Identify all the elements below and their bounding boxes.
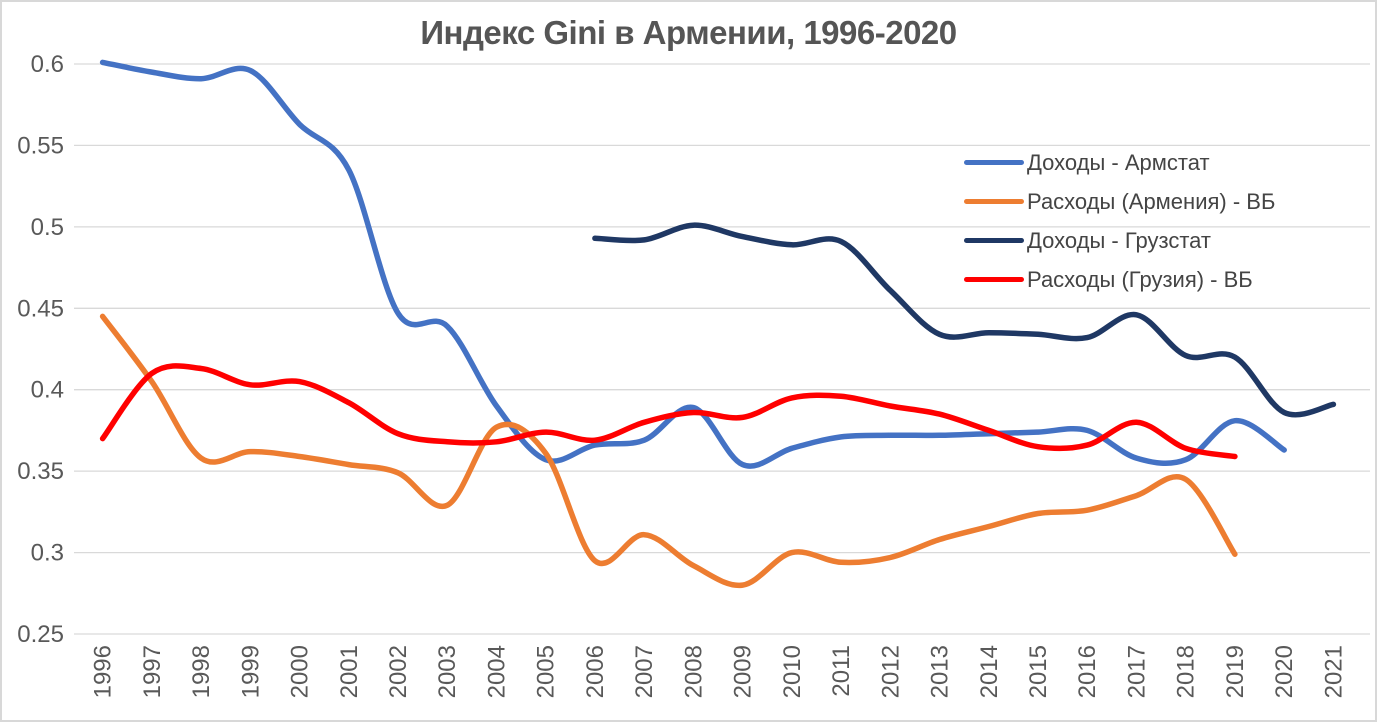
legend-swatch-icon [964, 199, 1024, 204]
legend-label: Расходы (Армения) - ВБ [1027, 188, 1276, 214]
series-line-3 [99, 363, 1238, 460]
y-tick-label: 0.6 [31, 51, 64, 78]
legend-swatch-icon [964, 277, 1024, 282]
series-line-2 [592, 222, 1337, 418]
x-tick-label: 2003 [434, 645, 461, 698]
gridlines [74, 63, 1370, 635]
legend-swatch-icon [964, 238, 1024, 243]
x-tick-label: 2005 [533, 645, 560, 698]
x-tick-label: 2009 [730, 645, 757, 698]
x-tick-label: 2012 [877, 645, 904, 698]
legend-swatch-icon [964, 160, 1024, 165]
legend-label: Доходы - Грузстат [1027, 227, 1212, 253]
legend-item-3: Расходы (Грузия) - ВБ [964, 260, 1275, 299]
x-tick-label: 1999 [237, 645, 264, 698]
legend-label: Доходы - Армстат [1027, 149, 1210, 175]
x-tick-label: 2014 [976, 645, 1003, 698]
x-tick-label: 1997 [139, 645, 166, 698]
y-tick-label: 0.4 [31, 377, 64, 404]
y-tick-label: 0.5 [31, 214, 64, 241]
y-tick-label: 0.25 [17, 621, 64, 648]
x-tick-label: 2019 [1222, 645, 1249, 698]
legend-item-1: Расходы (Армения) - ВБ [964, 182, 1275, 221]
x-tick-label: 2015 [1025, 645, 1052, 698]
y-axis-labels: 0.6 0.55 0.5 0.45 0.4 0.35 0.3 0.25 [17, 51, 64, 648]
x-tick-label: 2004 [484, 645, 511, 698]
x-tick-label: 2013 [927, 645, 954, 698]
legend-item-2: Доходы - Грузстат [964, 221, 1275, 260]
x-tick-label: 2007 [631, 645, 658, 698]
series-line-1 [99, 313, 1238, 588]
legend-item-0: Доходы - Армстат [964, 143, 1275, 182]
x-tick-label: 2000 [287, 645, 314, 698]
y-tick-label: 0.3 [31, 540, 64, 567]
y-tick-label: 0.35 [17, 458, 64, 485]
legend: Доходы - Армстат Расходы (Армения) - ВБ До… [964, 143, 1275, 299]
x-tick-label: 2016 [1074, 645, 1101, 698]
chart-title: Индекс Gini в Армении, 1996-2020 [420, 14, 957, 51]
x-tick-label: 2010 [779, 645, 806, 698]
legend-label: Расходы (Грузия) - ВБ [1027, 266, 1253, 292]
y-tick-label: 0.55 [17, 132, 64, 159]
x-tick-label: 2001 [336, 645, 363, 698]
x-tick-label: 2011 [828, 645, 855, 697]
y-tick-label: 0.45 [17, 295, 64, 322]
x-tick-label: 1998 [188, 645, 215, 698]
x-tick-label: 2008 [680, 645, 707, 698]
x-tick-label: 2017 [1124, 645, 1151, 698]
x-axis-labels: 1996 1997 1998 1999 2000 2001 2002 2003 2004 2005… [90, 645, 1348, 698]
x-tick-label: 2021 [1320, 645, 1347, 698]
x-tick-label: 2018 [1173, 645, 1200, 698]
x-tick-label: 2006 [582, 645, 609, 698]
x-tick-label: 2020 [1271, 645, 1298, 698]
x-tick-label: 1996 [90, 645, 117, 698]
x-tick-label: 2002 [385, 645, 412, 698]
